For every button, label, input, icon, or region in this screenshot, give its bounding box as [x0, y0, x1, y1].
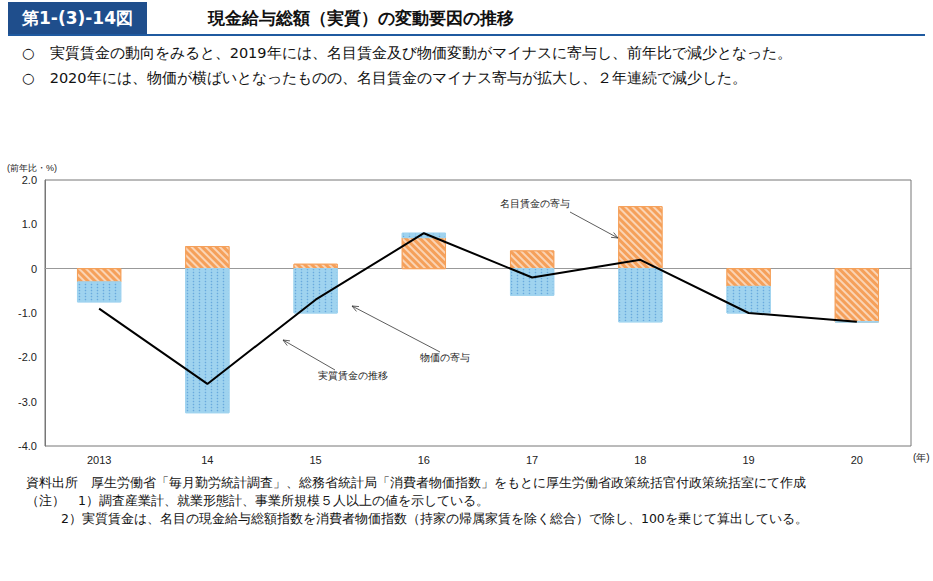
svg-text:14: 14 — [201, 454, 213, 466]
svg-text:19: 19 — [743, 454, 755, 466]
svg-text:-2.0: -2.0 — [18, 351, 37, 363]
html-text:（注） 1）調査産業計、就業形態計、事業所規模５人以上の値を: （注） 1）調査産業計、就業形態計、事業所規模５人以上の値を示している。 — [26, 493, 489, 508]
html-text:○ 2020年には、物価が横ばいとなったものの、名目賃金のマ: ○ 2020年には、物価が横ばいとなったものの、名目賃金のマイナス寄与が拡大し、… — [22, 70, 747, 86]
html-text:○ 実質賃金の動向をみると、2019年には、名目賃金及び物価: ○ 実質賃金の動向をみると、2019年には、名目賃金及び物価変動がマイナスに寄与… — [22, 45, 792, 61]
svg-text:(年): (年) — [913, 452, 930, 463]
svg-text:-1.0: -1.0 — [18, 307, 37, 319]
html-text:資料出所 厚生労働省「毎月勤労統計調査」、総務省統計局「消費: 資料出所 厚生労働省「毎月勤労統計調査」、総務省統計局「消費者物価指数」をもとに… — [26, 475, 806, 490]
svg-text:-3.0: -3.0 — [18, 396, 37, 408]
svg-text:2013: 2013 — [87, 454, 111, 466]
svg-text:物価の寄与: 物価の寄与 — [420, 352, 470, 363]
svg-text:1.0: 1.0 — [22, 218, 37, 230]
svg-text:20: 20 — [851, 454, 863, 466]
svg-text:17: 17 — [526, 454, 538, 466]
svg-text:名目賃金の寄与: 名目賃金の寄与 — [500, 198, 570, 209]
html-text:2）実質賃金は、名目の現金給与総額指数を消費者物価指数（持家: 2）実質賃金は、名目の現金給与総額指数を消費者物価指数（持家の帰属家賃を除く総合… — [61, 511, 808, 526]
svg-text:0: 0 — [31, 263, 37, 275]
svg-text:18: 18 — [634, 454, 646, 466]
svg-text:16: 16 — [418, 454, 430, 466]
html-text:第1-(3)-14図: 第1-(3)-14図 — [22, 8, 133, 28]
svg-text:-4.0: -4.0 — [18, 440, 37, 452]
svg-text:(前年比・%): (前年比・%) — [7, 163, 57, 173]
svg-text:実質賃金の推移: 実質賃金の推移 — [318, 370, 388, 381]
svg-text:15: 15 — [310, 454, 322, 466]
html-text:現金給与総額（実質）の変動要因の推移: 現金給与総額（実質）の変動要因の推移 — [208, 8, 514, 28]
svg-text:2.0: 2.0 — [22, 174, 37, 186]
